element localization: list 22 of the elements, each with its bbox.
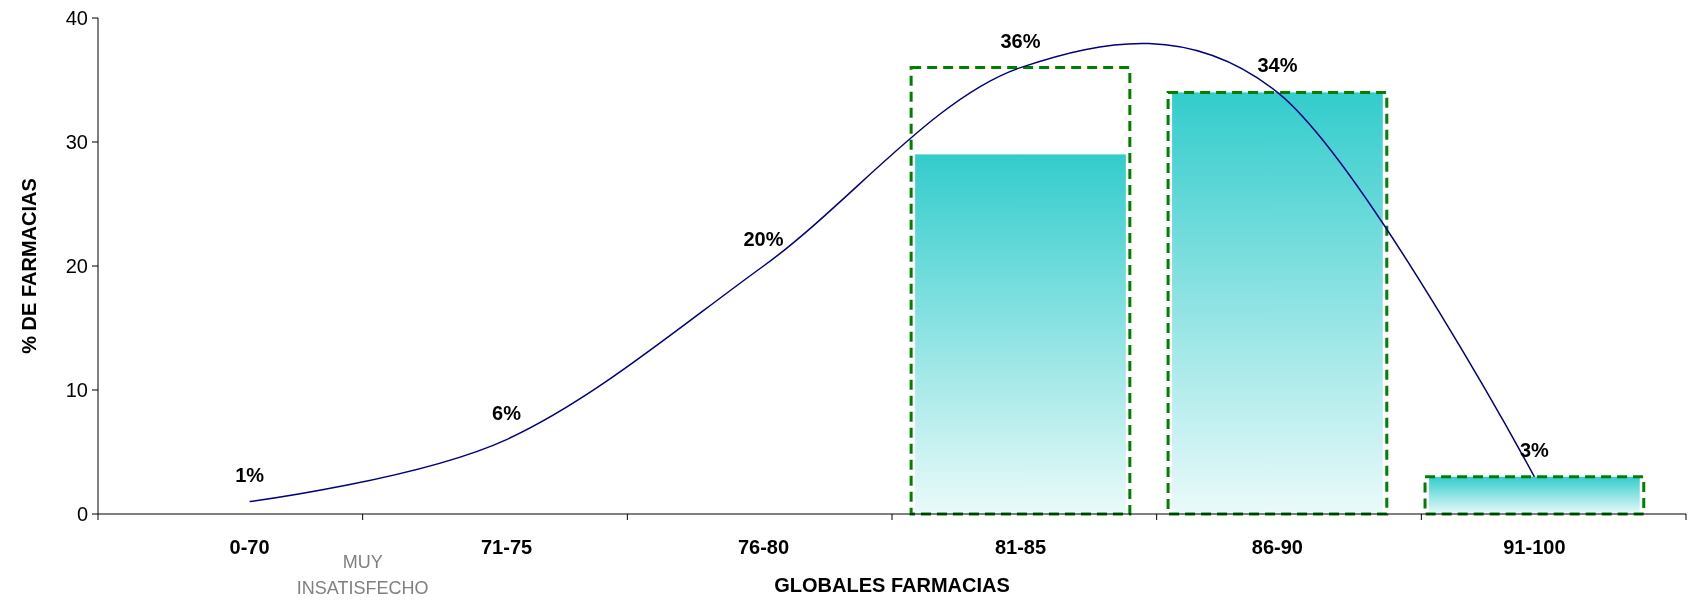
- y-tick-label: 40: [65, 7, 88, 29]
- data-label: 1%: [235, 463, 265, 486]
- x-tick-label: 76-80: [737, 536, 790, 558]
- x-tick-label: 91-100: [1503, 536, 1566, 558]
- bar: [915, 154, 1126, 514]
- data-label: 20%: [743, 228, 784, 250]
- y-tick-label: 20: [65, 255, 88, 277]
- data-label: 34%: [1257, 54, 1298, 77]
- bar: [909, 66, 1132, 516]
- y-tick-label: 30: [65, 131, 88, 153]
- x-tick-label: 71-75: [480, 536, 533, 558]
- y-tick-label: 10: [65, 379, 88, 401]
- x-tick-label: 81-85: [994, 536, 1047, 558]
- x-axis-title: GLOBALES FARMACIAS: [774, 574, 1010, 596]
- x-tick-label: 86-90: [1251, 536, 1304, 558]
- y-axis-title: % DE FARMACIAS: [18, 178, 40, 354]
- data-label: 6%: [492, 401, 522, 424]
- text: MUY INSATISFECHO: [296, 552, 429, 598]
- data-label: 3%: [1519, 438, 1550, 461]
- x-tick-label: 0-70: [229, 536, 270, 558]
- y-tick-label: 0: [76, 503, 88, 525]
- data-label: 36%: [1000, 29, 1041, 52]
